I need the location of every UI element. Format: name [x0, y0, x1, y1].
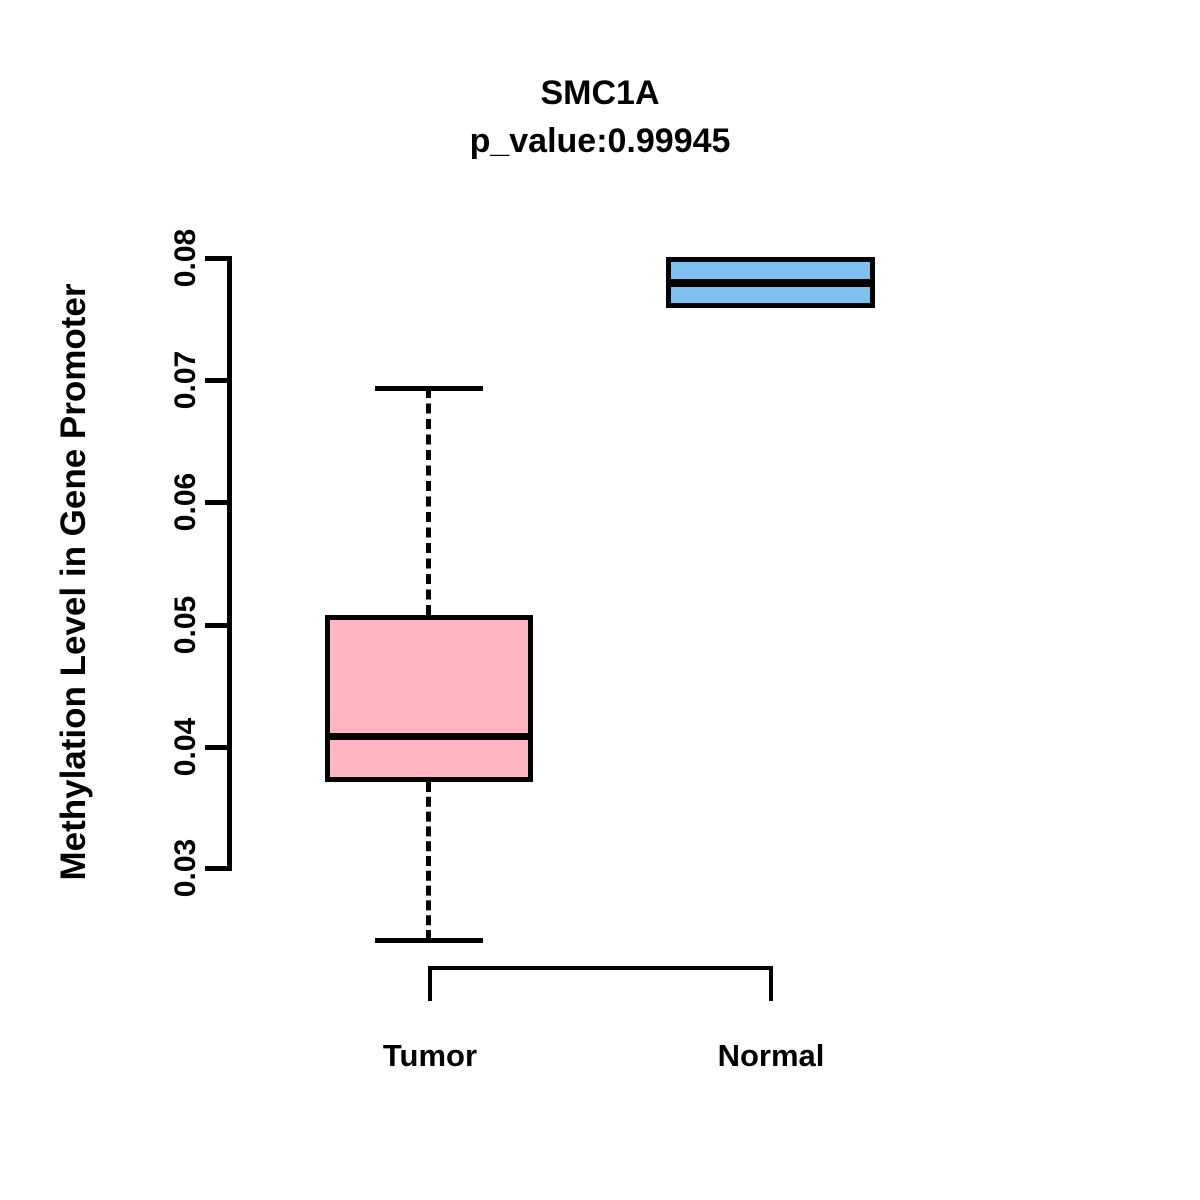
tumor-lower-whisker [426, 781, 431, 941]
y-axis-label-0.03: 0.03 [169, 838, 202, 898]
y-axis-tick-0.05 [205, 623, 232, 628]
y-axis-line [227, 256, 232, 868]
y-axis-tick-0.08 [205, 256, 232, 261]
y-axis-label-0.04: 0.04 [169, 717, 202, 777]
normal-median-line [666, 278, 875, 287]
x-axis-label-normal: Normal [717, 1038, 825, 1073]
tumor-median-line [325, 733, 533, 741]
y-axis-label-0.05: 0.05 [169, 595, 202, 655]
y-axis-label-0.07: 0.07 [169, 350, 202, 410]
page-title: SMC1A [540, 74, 660, 112]
tumor-lower-whisker-cap [375, 938, 483, 944]
p-value-subtitle: p_value:0.99945 [469, 122, 731, 160]
tumor-upper-whisker-cap [375, 385, 483, 391]
y-axis-tick-0.06 [205, 500, 232, 505]
x-axis-line [428, 966, 773, 970]
x-axis-tick-normal [769, 966, 773, 1001]
y-axis-label-0.08: 0.08 [169, 228, 202, 288]
y-axis-tick-0.03 [205, 866, 232, 871]
y-axis-label-0.06: 0.06 [169, 472, 202, 532]
y-axis-tick-0.04 [205, 745, 232, 750]
y-axis-title: Methylation Level in Gene Promoter [54, 283, 93, 881]
y-axis-tick-0.07 [205, 378, 232, 383]
x-axis-tick-tumor [428, 966, 432, 1001]
tumor-box [325, 614, 533, 782]
x-axis-label-tumor: Tumor [382, 1038, 478, 1073]
tumor-upper-whisker [426, 387, 431, 615]
